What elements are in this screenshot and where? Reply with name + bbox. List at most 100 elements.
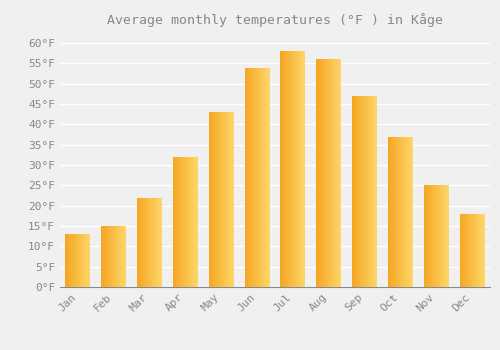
Bar [404, 136, 406, 287]
Bar [464, 214, 466, 287]
Bar [197, 157, 198, 287]
Bar [111, 226, 112, 287]
Bar [82, 234, 83, 287]
Bar [356, 96, 357, 287]
Bar [473, 214, 474, 287]
Bar [360, 96, 361, 287]
Bar [296, 51, 297, 287]
Bar [394, 136, 396, 287]
Bar [482, 214, 483, 287]
Bar [303, 51, 304, 287]
Bar [159, 198, 160, 287]
Bar [440, 186, 442, 287]
Bar [210, 112, 211, 287]
Bar [433, 186, 434, 287]
Bar [217, 112, 218, 287]
Bar [462, 214, 463, 287]
Bar [428, 186, 430, 287]
Bar [213, 112, 214, 287]
Bar [74, 234, 76, 287]
Bar [72, 234, 73, 287]
Bar [284, 51, 286, 287]
Bar [393, 136, 394, 287]
Bar [184, 157, 186, 287]
Bar [471, 214, 472, 287]
Bar [88, 234, 89, 287]
Bar [280, 51, 281, 287]
Bar [363, 96, 364, 287]
Bar [476, 214, 477, 287]
Bar [248, 68, 250, 287]
Bar [357, 96, 358, 287]
Bar [124, 226, 126, 287]
Bar [148, 198, 150, 287]
Bar [181, 157, 182, 287]
Bar [108, 226, 110, 287]
Bar [176, 157, 177, 287]
Bar [192, 157, 193, 287]
Bar [228, 112, 229, 287]
Bar [388, 136, 390, 287]
Bar [472, 214, 473, 287]
Bar [329, 60, 330, 287]
Bar [144, 198, 146, 287]
Bar [250, 68, 251, 287]
Bar [392, 136, 393, 287]
Bar [292, 51, 293, 287]
Bar [138, 198, 140, 287]
Bar [376, 96, 377, 287]
Bar [400, 136, 402, 287]
Bar [120, 226, 122, 287]
Bar [220, 112, 221, 287]
Bar [118, 226, 119, 287]
Bar [366, 96, 367, 287]
Bar [337, 60, 338, 287]
Bar [266, 68, 267, 287]
Bar [300, 51, 302, 287]
Bar [264, 68, 266, 287]
Bar [114, 226, 116, 287]
Bar [102, 226, 103, 287]
Bar [233, 112, 234, 287]
Bar [439, 186, 440, 287]
Bar [461, 214, 462, 287]
Bar [338, 60, 339, 287]
Bar [479, 214, 480, 287]
Bar [446, 186, 447, 287]
Bar [327, 60, 328, 287]
Bar [316, 60, 317, 287]
Bar [244, 68, 246, 287]
Bar [396, 136, 397, 287]
Bar [367, 96, 368, 287]
Bar [141, 198, 142, 287]
Bar [104, 226, 106, 287]
Bar [89, 234, 90, 287]
Bar [78, 234, 79, 287]
Bar [333, 60, 334, 287]
Bar [223, 112, 224, 287]
Bar [354, 96, 356, 287]
Bar [358, 96, 360, 287]
Bar [374, 96, 376, 287]
Bar [431, 186, 432, 287]
Bar [410, 136, 412, 287]
Bar [424, 186, 426, 287]
Bar [304, 51, 306, 287]
Bar [193, 157, 194, 287]
Bar [257, 68, 258, 287]
Bar [152, 198, 153, 287]
Bar [80, 234, 82, 287]
Bar [79, 234, 80, 287]
Bar [147, 198, 148, 287]
Bar [101, 226, 102, 287]
Bar [281, 51, 282, 287]
Bar [282, 51, 283, 287]
Bar [107, 226, 108, 287]
Bar [86, 234, 87, 287]
Bar [390, 136, 391, 287]
Bar [426, 186, 427, 287]
Bar [402, 136, 403, 287]
Bar [326, 60, 327, 287]
Bar [188, 157, 189, 287]
Bar [468, 214, 469, 287]
